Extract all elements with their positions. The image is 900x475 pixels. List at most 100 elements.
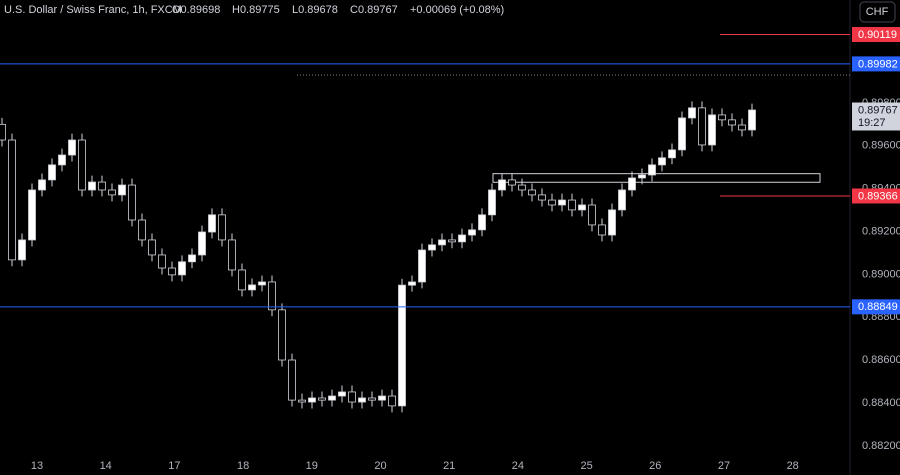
candle-body [358,397,366,403]
candle-body [688,107,696,119]
candle-body [628,177,636,191]
candle-body [28,189,36,241]
candle-body [58,154,66,166]
y-tick-label: 0.88400 [862,397,900,409]
candle-body [48,164,56,181]
candle-body [318,397,326,401]
candle-body [478,214,486,231]
candle-body [618,189,626,211]
candle-body [728,119,736,126]
candle-body [708,114,716,146]
candle-body [378,395,386,401]
candle-body [228,239,236,271]
candle-body [218,214,226,241]
candle-body [718,114,726,121]
x-tick-label: 13 [31,460,43,472]
candle-body [148,239,156,256]
candle-body [238,269,246,291]
candle-body [638,174,646,179]
ohlc-low: L0.89678 [292,4,338,16]
x-tick-label: 19 [306,460,318,472]
currency-label[interactable]: CHF [866,6,889,18]
candle-body [418,249,426,283]
candle-body [458,234,466,243]
candle-body [548,199,556,206]
candle-body [78,139,86,191]
candle-body [678,117,686,151]
candle-body [18,239,26,261]
price-tag [852,56,900,72]
price-tag [852,188,900,204]
candle-body [488,189,496,216]
candle-body [198,231,206,256]
y-tick-label: 0.88600 [862,354,900,366]
candle-body [258,281,266,286]
candle-body [558,199,566,206]
candle-body [338,391,346,397]
candle-body [248,284,256,291]
candle-body [748,109,756,131]
candle-body [118,184,126,196]
candle-body [208,214,216,233]
candle-body [568,199,576,211]
y-tick-label: 0.89000 [862,268,900,280]
x-tick-label: 20 [374,460,386,472]
candle-body [608,209,616,236]
change: +0.00069 (+0.08%) [410,4,504,16]
candle-body [168,267,176,276]
price-tag-label: 0.89982 [858,58,898,70]
zone [492,173,821,183]
candle-body [288,359,296,401]
candle-body [468,229,476,236]
x-tick-label: 24 [512,460,524,472]
candle-body [158,254,166,269]
candle-body [308,397,316,403]
x-tick-label: 27 [718,460,730,472]
x-tick-label: 28 [787,460,799,472]
candle-body [698,107,706,146]
x-tick-label: 26 [649,460,661,472]
candle-body [588,204,596,226]
candle-body [438,239,446,246]
currency-button[interactable] [859,1,896,23]
x-tick-label: 18 [237,460,249,472]
symbol-title: U.S. Dollar / Swiss Franc, 1h, FXCM [4,4,182,16]
candle-body [68,139,76,156]
candle-body [668,149,676,159]
candle-body [38,179,46,191]
x-tick-label: 21 [443,460,455,472]
ohlc-high: H0.89775 [232,4,280,16]
y-tick-label: 0.89600 [862,140,900,152]
candle-body [178,261,186,276]
x-tick-label: 14 [100,460,112,472]
candle-body [498,179,506,191]
candle-body [538,194,546,201]
candle-body [648,164,656,176]
price-tag [852,27,900,43]
price-tag-label: 0.90119 [858,29,897,41]
price-tag [852,299,900,315]
candle-body [738,124,746,131]
candle-body [428,244,436,251]
candle-body [278,309,286,361]
candle-body [128,184,136,221]
price-tag-label: 0.88849 [858,301,898,313]
price-tag-label: 0.89366 [858,190,898,202]
y-tick-label: 0.89200 [862,225,900,237]
candle-body [298,399,306,403]
candle-body [578,204,586,211]
candle-body [658,157,666,166]
candle-body [8,139,16,261]
candle-body [518,184,526,191]
candle-body [348,391,356,403]
candle-body [368,397,376,401]
candle-body [0,123,6,141]
x-tick-label: 25 [580,460,592,472]
candle-body [398,284,406,407]
candle-body [388,395,396,407]
candle-body [138,219,146,241]
candle-body [328,395,336,401]
x-tick-label: 17 [168,460,180,472]
candle-body [98,181,106,191]
